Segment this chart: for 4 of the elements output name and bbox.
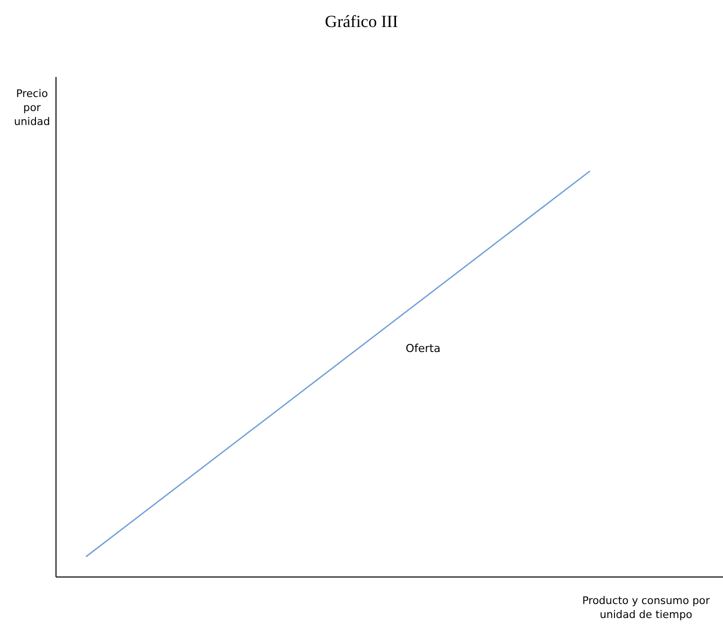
text: Oferta xyxy=(406,342,440,355)
chart-title: Gráfico III xyxy=(324,12,398,31)
y-axis-title: Precio por unidad xyxy=(14,88,50,128)
x-axis-title: Producto y consumo por unidad de tiempo xyxy=(582,595,710,621)
